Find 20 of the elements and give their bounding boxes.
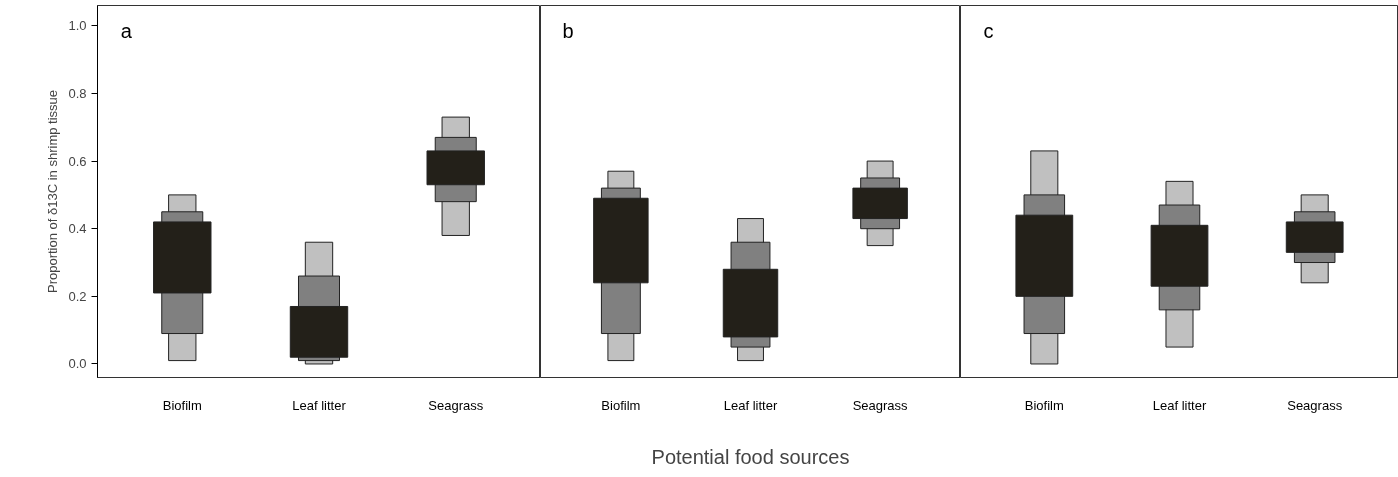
- x-axis-title: Potential food sources: [651, 445, 850, 468]
- x-tick-label: Biofilm: [601, 397, 641, 413]
- x-tick-label: Leaf litter: [292, 397, 347, 413]
- y-tick-label: 0.6: [68, 153, 87, 169]
- x-tick-label: Biofilm: [1024, 397, 1064, 413]
- x-tick-label: Seagrass: [1287, 397, 1343, 413]
- x-tick-label: Leaf litter: [1152, 397, 1207, 413]
- y-tick-label: 0.4: [68, 221, 87, 237]
- x-tick-label: Seagrass: [852, 397, 909, 413]
- text: c: [983, 19, 994, 42]
- y-tick-label: 0.0: [68, 356, 87, 372]
- text: b: [562, 19, 574, 42]
- x-tick-label: Seagrass: [428, 397, 484, 413]
- y-tick-label: 0.8: [68, 85, 87, 101]
- y-axis-title: Proportion of δ13C in shrimp tissue: [45, 89, 61, 294]
- text: a: [120, 19, 133, 42]
- y-tick-label: 1.0: [68, 18, 87, 34]
- y-tick-label: 0.2: [68, 288, 87, 304]
- x-tick-label: Leaf litter: [723, 397, 778, 413]
- x-tick-label: Biofilm: [162, 397, 202, 413]
